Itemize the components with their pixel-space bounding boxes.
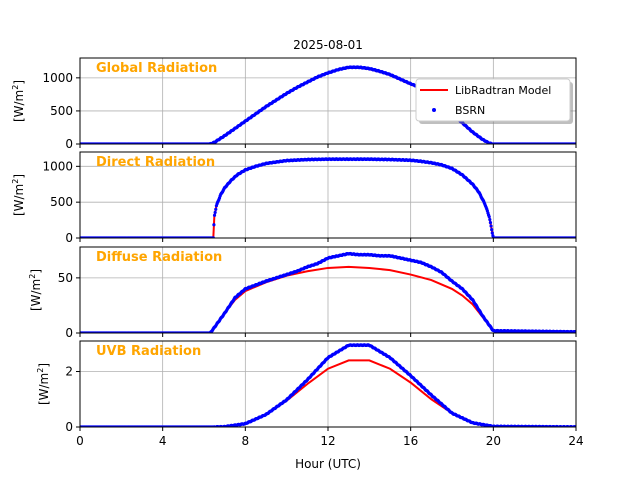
plot-area <box>80 343 576 427</box>
y-axis-label: [W/m2] <box>28 269 43 311</box>
x-axis-label: Hour (UTC) <box>295 457 361 471</box>
x-tick-label: 12 <box>320 434 335 448</box>
x-tick-label: 24 <box>568 434 583 448</box>
y-axis-label: [W/m2] <box>36 363 51 405</box>
x-tick-label: 0 <box>76 434 84 448</box>
bsrn-point <box>212 213 217 217</box>
legend-box <box>415 78 571 122</box>
legend-label: BSRN <box>455 104 485 117</box>
y-tick-label: 1000 <box>42 71 73 85</box>
y-tick-label: 0 <box>65 231 73 245</box>
y-axis-label: [W/m2] <box>11 80 26 122</box>
bsrn-point <box>487 215 491 219</box>
bsrn-point <box>488 221 493 225</box>
panel-label: Diffuse Radiation <box>96 250 222 265</box>
x-tick-label: 4 <box>159 434 167 448</box>
panel-direct-radiation: 0 500 1000 [W/m2] Direct Radiation <box>11 151 577 245</box>
bsrn-point <box>488 217 492 222</box>
bsrn-point <box>490 231 494 235</box>
y-tick-label: 500 <box>50 195 73 209</box>
y-tick-label: 2 <box>65 365 73 379</box>
panel-uvb-radiation: 020 4 8 12 16 20 24[W/m2]UVB Radiation <box>36 340 584 448</box>
y-tick-label: 500 <box>50 104 73 118</box>
bsrn-point <box>214 207 218 211</box>
y-tick-label: 1000 <box>42 159 73 173</box>
legend: LibRadtran Model BSRN <box>415 78 573 124</box>
y-tick-label: 0 <box>65 137 73 151</box>
panel-label: Global Radiation <box>96 61 217 76</box>
panel-label: UVB Radiation <box>96 344 201 359</box>
y-tick-label: 0 <box>65 420 73 434</box>
panel-global-radiation: 0 500 1000 [W/m2] Global Radiation <box>11 57 577 151</box>
bsrn-series <box>80 343 576 427</box>
x-tick-label: 8 <box>242 434 250 448</box>
panel-diffuse-radiation: 0 50 [W/m2] Diffuse Radiation <box>28 246 577 340</box>
chart-title: 2025-08-01 <box>293 38 363 52</box>
legend-label: LibRadtran Model <box>455 84 551 97</box>
bsrn-point <box>213 210 217 215</box>
y-tick-label: 50 <box>58 271 73 285</box>
bsrn-point <box>490 228 494 232</box>
x-tick-label: 16 <box>403 434 418 448</box>
panel-label: Direct Radiation <box>96 155 215 170</box>
bsrn-point <box>212 223 216 227</box>
y-axis-label: [W/m2] <box>11 174 26 216</box>
bsrn-point <box>489 224 493 228</box>
x-tick-label: 20 <box>486 434 501 448</box>
y-tick-label: 0 <box>65 326 73 340</box>
legend-dot-marker <box>432 108 436 112</box>
